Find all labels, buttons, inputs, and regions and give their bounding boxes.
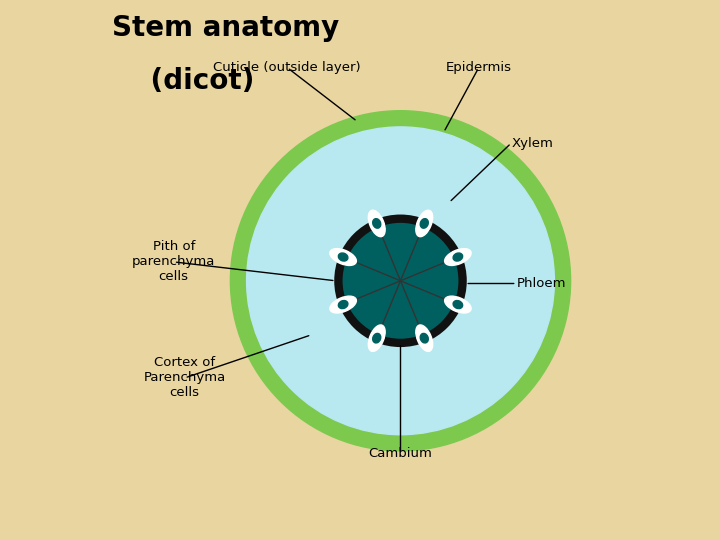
Ellipse shape [369, 210, 385, 237]
Ellipse shape [453, 253, 463, 261]
Circle shape [246, 127, 554, 435]
Text: Phloem: Phloem [517, 277, 566, 290]
Ellipse shape [416, 210, 433, 237]
Text: Cuticle (outside layer): Cuticle (outside layer) [213, 61, 361, 74]
Ellipse shape [338, 301, 348, 308]
Text: Cortex of
Parenchyma
cells: Cortex of Parenchyma cells [143, 356, 225, 400]
Ellipse shape [445, 296, 471, 313]
Circle shape [338, 219, 463, 343]
Ellipse shape [453, 301, 463, 308]
Ellipse shape [416, 325, 433, 352]
Ellipse shape [373, 333, 381, 343]
Ellipse shape [420, 219, 428, 228]
Ellipse shape [420, 333, 428, 343]
Text: Epidermis: Epidermis [446, 61, 512, 74]
Circle shape [230, 111, 571, 451]
Ellipse shape [445, 248, 471, 266]
Ellipse shape [338, 253, 348, 261]
Text: (dicot): (dicot) [112, 68, 254, 96]
Ellipse shape [330, 296, 356, 313]
Ellipse shape [373, 219, 381, 228]
Text: Stem anatomy: Stem anatomy [112, 14, 339, 42]
Text: Xylem: Xylem [511, 137, 553, 150]
Circle shape [355, 235, 446, 327]
Ellipse shape [330, 248, 356, 266]
Ellipse shape [369, 325, 385, 352]
Text: Cambium: Cambium [369, 447, 433, 460]
Text: Pith of
parenchyma
cells: Pith of parenchyma cells [132, 240, 215, 284]
